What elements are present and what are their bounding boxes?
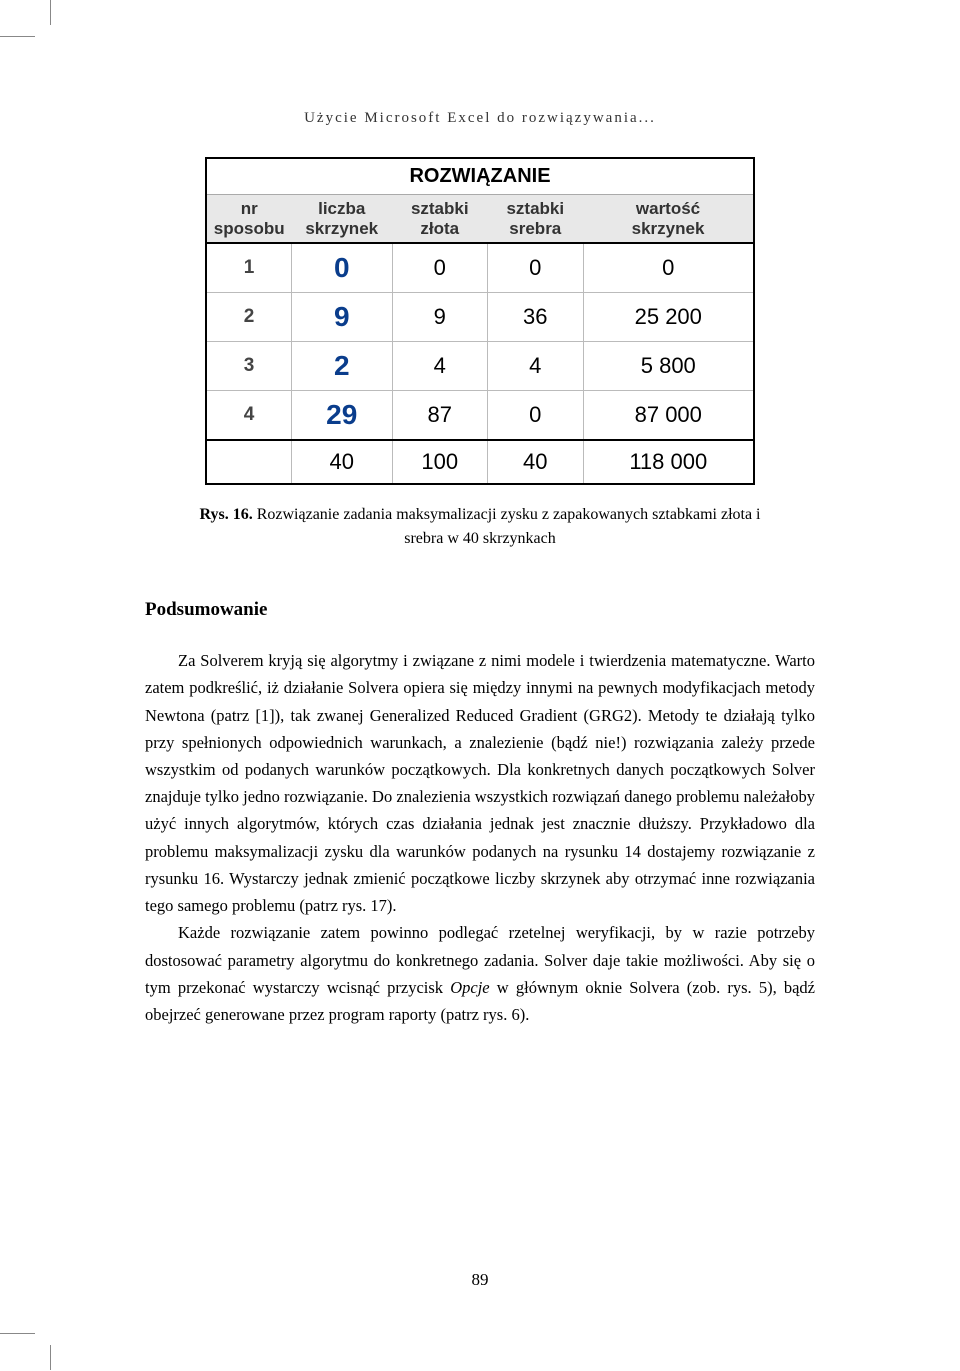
section-heading: Podsumowanie [145, 599, 815, 621]
cell-srebra: 40 [488, 440, 584, 484]
table-row: 4 29 87 0 87 000 [206, 391, 754, 441]
cell-liczba: 0 [291, 243, 392, 293]
cell-nr [206, 440, 291, 484]
cell-liczba: 9 [291, 293, 392, 342]
italic-text: Opcje [450, 978, 489, 997]
table-row: 1 0 0 0 0 [206, 243, 754, 293]
cell-zlota: 9 [392, 293, 488, 342]
running-head: Użycie Microsoft Excel do rozwiązywania.… [145, 110, 815, 127]
cell-nr: 1 [206, 243, 291, 293]
col-header-nr: nrsposobu [206, 195, 291, 244]
paragraph: Za Solverem kryją się algorytmy i związa… [145, 647, 815, 919]
cell-srebra: 0 [488, 391, 584, 441]
cell-wartosc: 5 800 [583, 342, 754, 391]
col-header-liczba: liczbaskrzynek [291, 195, 392, 244]
solution-table-container: ROZWIĄZANIE nrsposobu liczbaskrzynek szt… [205, 157, 755, 485]
table-row-total: 40 100 40 118 000 [206, 440, 754, 484]
paragraph: Każde rozwiązanie zatem powinno podlegać… [145, 919, 815, 1028]
cell-liczba: 40 [291, 440, 392, 484]
page-number: 89 [0, 1270, 960, 1290]
cell-zlota: 100 [392, 440, 488, 484]
cell-zlota: 4 [392, 342, 488, 391]
caption-label: Rys. 16. [200, 506, 253, 523]
cell-liczba: 2 [291, 342, 392, 391]
cell-wartosc: 118 000 [583, 440, 754, 484]
figure-caption: Rys. 16. Rozwiązanie zadania maksymaliza… [185, 503, 775, 551]
col-header-wartosc: wartośćskrzynek [583, 195, 754, 244]
cell-wartosc: 87 000 [583, 391, 754, 441]
cell-nr: 2 [206, 293, 291, 342]
table-row: 3 2 4 4 5 800 [206, 342, 754, 391]
cell-wartosc: 0 [583, 243, 754, 293]
cell-nr: 4 [206, 391, 291, 441]
cell-zlota: 87 [392, 391, 488, 441]
cell-nr: 3 [206, 342, 291, 391]
table-row: 2 9 9 36 25 200 [206, 293, 754, 342]
cell-liczba: 29 [291, 391, 392, 441]
caption-text: Rozwiązanie zadania maksymalizacji zysku… [253, 506, 761, 547]
col-header-zlota: sztabkizłota [392, 195, 488, 244]
body-text: Za Solverem kryją się algorytmy i związa… [145, 647, 815, 1028]
col-header-srebra: sztabkisrebra [488, 195, 584, 244]
cell-zlota: 0 [392, 243, 488, 293]
table-title: ROZWIĄZANIE [206, 158, 754, 195]
cell-srebra: 36 [488, 293, 584, 342]
cell-srebra: 4 [488, 342, 584, 391]
solution-table: ROZWIĄZANIE nrsposobu liczbaskrzynek szt… [205, 157, 755, 485]
cell-srebra: 0 [488, 243, 584, 293]
cell-wartosc: 25 200 [583, 293, 754, 342]
